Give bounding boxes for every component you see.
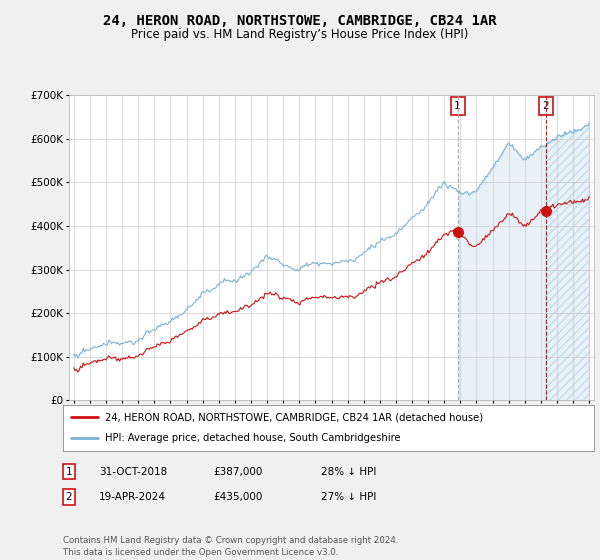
Text: 28% ↓ HPI: 28% ↓ HPI bbox=[321, 466, 376, 477]
Text: 2: 2 bbox=[65, 492, 73, 502]
Text: 1: 1 bbox=[65, 466, 73, 477]
Text: 1: 1 bbox=[454, 101, 461, 111]
Text: 19-APR-2024: 19-APR-2024 bbox=[99, 492, 166, 502]
Text: £435,000: £435,000 bbox=[213, 492, 262, 502]
Text: Price paid vs. HM Land Registry’s House Price Index (HPI): Price paid vs. HM Land Registry’s House … bbox=[131, 28, 469, 41]
Text: Contains HM Land Registry data © Crown copyright and database right 2024.
This d: Contains HM Land Registry data © Crown c… bbox=[63, 536, 398, 557]
Text: 27% ↓ HPI: 27% ↓ HPI bbox=[321, 492, 376, 502]
Text: 2: 2 bbox=[542, 101, 549, 111]
Text: 31-OCT-2018: 31-OCT-2018 bbox=[99, 466, 167, 477]
Text: £387,000: £387,000 bbox=[213, 466, 262, 477]
Text: 24, HERON ROAD, NORTHSTOWE, CAMBRIDGE, CB24 1AR: 24, HERON ROAD, NORTHSTOWE, CAMBRIDGE, C… bbox=[103, 14, 497, 28]
Text: HPI: Average price, detached house, South Cambridgeshire: HPI: Average price, detached house, Sout… bbox=[106, 433, 401, 444]
Text: 24, HERON ROAD, NORTHSTOWE, CAMBRIDGE, CB24 1AR (detached house): 24, HERON ROAD, NORTHSTOWE, CAMBRIDGE, C… bbox=[106, 412, 484, 422]
